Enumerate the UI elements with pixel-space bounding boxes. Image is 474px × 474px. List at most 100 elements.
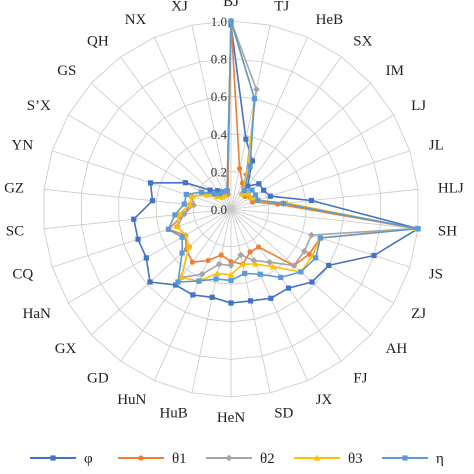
tick-label: 0.0 (211, 202, 227, 217)
spoke-line (120, 56, 232, 210)
category-label: XJ (171, 0, 188, 15)
data-point (268, 295, 274, 301)
tick-label: 0.2 (211, 164, 227, 179)
legend-item: θ1 (118, 451, 187, 467)
series-group (131, 17, 421, 306)
data-point (228, 277, 234, 283)
data-point (131, 216, 137, 222)
data-point (253, 86, 260, 93)
category-label: HLJ (438, 180, 464, 196)
data-point (309, 279, 315, 285)
data-point (182, 180, 188, 186)
data-point (179, 250, 185, 256)
data-point (290, 262, 298, 270)
data-point (228, 300, 234, 306)
category-label: YN (12, 138, 34, 154)
spoke-line (43, 208, 232, 230)
spoke-line (230, 208, 342, 362)
category-label: HeN (217, 410, 245, 426)
category-label: BJ (223, 0, 239, 10)
data-point (255, 197, 261, 203)
data-point (415, 226, 421, 232)
spoke-line (52, 208, 232, 268)
data-point (205, 257, 211, 264)
data-point (261, 187, 267, 193)
data-point (178, 274, 185, 281)
data-point (256, 244, 262, 250)
spoke-line (91, 208, 232, 336)
data-point (175, 279, 181, 285)
data-point (147, 279, 153, 285)
data-point (209, 294, 215, 300)
category-label: HuB (159, 406, 187, 422)
category-label: FJ (353, 370, 367, 386)
spoke-line (230, 188, 419, 210)
data-point (165, 226, 171, 232)
legend-marker (225, 454, 233, 462)
data-point (317, 235, 323, 241)
data-point (179, 234, 185, 240)
spoke-line (230, 25, 271, 210)
data-point (214, 269, 221, 276)
category-label: LJ (411, 98, 426, 114)
data-point (183, 191, 189, 198)
data-point (221, 191, 229, 198)
category-label: HuN (117, 392, 146, 408)
legend-label: θ3 (348, 451, 363, 467)
spoke-line (52, 150, 232, 210)
data-point (247, 194, 254, 201)
data-point (220, 189, 226, 195)
data-point (213, 193, 221, 200)
data-point (300, 247, 308, 255)
category-labels: BJ TJ HeB SX IM LJ JL HLJ SH JS ZJ AH FJ JX SD HeN HuB Hu… (4, 0, 464, 426)
legend-marker (402, 455, 408, 461)
data-point (149, 198, 156, 204)
spoke-line (230, 37, 308, 210)
category-label: NX (125, 12, 147, 28)
data-point (189, 259, 195, 265)
data-point (243, 136, 249, 142)
legend-marker (313, 454, 321, 461)
category-label: S’X (27, 98, 51, 114)
data-point (238, 190, 246, 197)
data-point (218, 252, 224, 258)
data-point (280, 200, 286, 207)
data-point (188, 192, 195, 199)
data-point (242, 270, 248, 276)
data-point (180, 210, 188, 218)
data-point (185, 243, 193, 250)
data-point (371, 252, 377, 259)
data-point (313, 255, 319, 261)
data-point (218, 193, 226, 200)
legend-label: η (436, 451, 444, 467)
data-point (135, 236, 141, 242)
data-point (203, 191, 210, 198)
spoke-line (230, 208, 308, 381)
data-point (147, 180, 154, 186)
spoke-line (154, 37, 232, 210)
series-4 (165, 18, 421, 285)
data-point (249, 158, 255, 164)
category-label: AH (386, 341, 408, 357)
category-label: HaN (23, 306, 51, 322)
legend-item: φ (30, 451, 93, 467)
data-point (266, 258, 274, 266)
data-point (247, 249, 253, 255)
data-point (256, 181, 262, 187)
data-point (215, 260, 223, 268)
data-point (252, 192, 258, 198)
data-point (247, 298, 254, 304)
data-point (215, 188, 221, 194)
data-point (213, 276, 219, 282)
data-point (181, 201, 187, 207)
tick-label: 0.6 (211, 89, 228, 104)
data-point (227, 262, 235, 269)
data-point (207, 187, 213, 193)
data-point (245, 183, 251, 189)
data-point (306, 251, 312, 257)
spoke-line (43, 188, 232, 210)
data-point (143, 255, 149, 261)
data-point (190, 292, 196, 298)
data-point (217, 191, 223, 197)
